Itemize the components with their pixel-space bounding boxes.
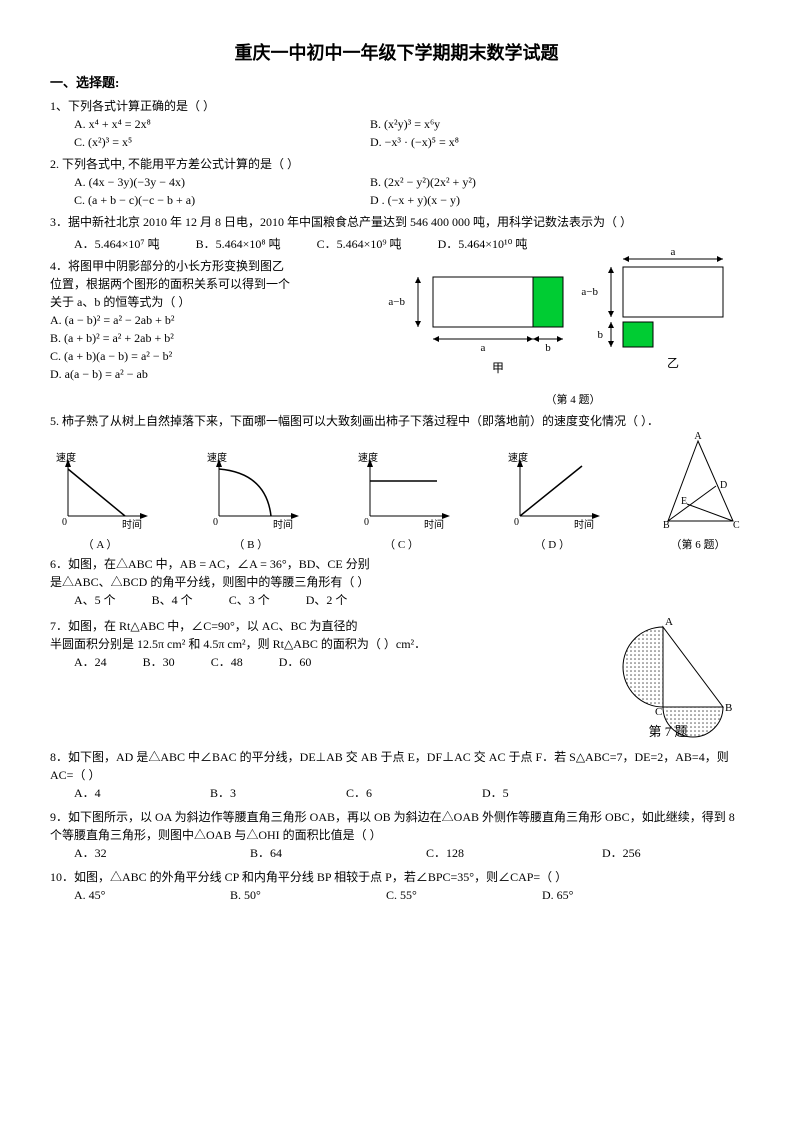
q9-opt-b: B．64 <box>250 844 390 862</box>
svg-text:C: C <box>733 520 740 531</box>
svg-text:A: A <box>694 431 702 442</box>
q9-opt-d: D．256 <box>602 844 641 862</box>
question-4: 4．将图甲中阴影部分的小长方形变换到图乙 位置，根据两个图形的面积关系可以得到一… <box>50 257 743 409</box>
q5-graph-a: 速度 0 时间 （ A ） <box>50 451 150 553</box>
q8-opt-d: D．5 <box>482 784 509 802</box>
svg-text:a−b: a−b <box>581 286 598 298</box>
q3-opt-d: D．5.464×10¹⁰ 吨 <box>438 235 528 253</box>
q6-opt-c: C、3 个 <box>229 591 270 609</box>
question-7: 7．如图，在 Rt△ABC 中，∠C=90°，以 AC、BC 为直径的 半圆面积… <box>50 617 743 742</box>
svg-text:a: a <box>671 246 676 258</box>
svg-text:时间: 时间 <box>122 518 142 531</box>
q5-graph-d: 速度 0 时间 （ D ） <box>502 451 602 553</box>
question-10: 10．如图，△ABC 的外角平分线 CP 和内角平分线 BP 相较于点 P，若∠… <box>50 868 743 904</box>
q5-graph-c: 速度 0 时间 （ C ） <box>352 451 452 553</box>
svg-text:速度: 速度 <box>207 451 227 464</box>
svg-text:E: E <box>681 496 687 507</box>
svg-text:a−b: a−b <box>388 296 405 308</box>
q6-opt-a: A、5 个 <box>74 591 116 609</box>
q8-stem: 8．如下图，AD 是△ABC 中∠BAC 的平分线，DE⊥AB 交 AB 于点 … <box>50 748 743 784</box>
q7-opt-a: A．24 <box>74 653 107 671</box>
q9-opt-a: A．32 <box>74 844 214 862</box>
question-9: 9．如下图所示，以 OA 为斜边作等腰直角三角形 OAB，再以 OB 为斜边在△… <box>50 808 743 862</box>
q5-stem: 5. 柿子熟了从树上自然掉落下来，下面哪一幅图可以大致刻画出柿子下落过程中（即落… <box>50 412 743 430</box>
q2-opt-d: D . (−x + y)(x − y) <box>370 191 460 209</box>
svg-text:0: 0 <box>364 517 369 528</box>
svg-text:乙: 乙 <box>667 356 679 370</box>
question-8: 8．如下图，AD 是△ABC 中∠BAC 的平分线，DE⊥AB 交 AB 于点 … <box>50 748 743 802</box>
q4-caption: （第 4 题） <box>403 392 743 409</box>
svg-text:0: 0 <box>514 517 519 528</box>
q10-stem: 10．如图，△ABC 的外角平分线 CP 和内角平分线 BP 相较于点 P，若∠… <box>50 868 743 886</box>
q1-opt-a: A. x⁴ + x⁴ = 2x⁸ <box>74 115 334 133</box>
svg-text:a: a <box>481 342 486 354</box>
q4-opt-d: D. a(a − b) = a² − ab <box>50 365 370 383</box>
q1-opt-c: C. (x²)³ = x⁵ <box>74 133 334 151</box>
question-3: 3．据中新社北京 2010 年 12 月 8 日电，2010 年中国粮食总产量达… <box>50 213 743 253</box>
q2-opt-b: B. (2x² − y²)(2x² + y²) <box>370 173 476 191</box>
q7-line1: 7．如图，在 Rt△ABC 中，∠C=90°，以 AC、BC 为直径的 <box>50 617 480 635</box>
q7-figure: A B C 第 7 题 <box>593 617 743 742</box>
q3-opt-c: C．5.464×10⁹ 吨 <box>317 235 402 253</box>
q4-line2: 位置，根据两个图形的面积关系可以得到一个 <box>50 275 370 293</box>
q2-opt-c: C. (a + b − c)(−c − b + a) <box>74 191 334 209</box>
question-2: 2. 下列各式中, 不能用平方差公式计算的是（ ） A. (4x − 3y)(−… <box>50 155 743 209</box>
q10-opt-b: B. 50° <box>230 886 350 904</box>
q4-opt-c: C. (a + b)(a − b) = a² − b² <box>50 347 370 365</box>
svg-text:时间: 时间 <box>424 518 444 531</box>
q1-stem: 1、下列各式计算正确的是（ ） <box>50 97 743 115</box>
q8-opt-a: A．4 <box>74 784 174 802</box>
svg-text:b: b <box>545 342 551 354</box>
q6-line2: 是△ABC、△BCD 的角平分线，则图中的等腰三角形有（ ） <box>50 573 743 591</box>
q8-opt-b: B．3 <box>210 784 310 802</box>
q4-line1: 4．将图甲中阴影部分的小长方形变换到图乙 <box>50 257 370 275</box>
q3-stem: 3．据中新社北京 2010 年 12 月 8 日电，2010 年中国粮食总产量达… <box>50 213 743 231</box>
q5-graph-b: 速度 0 时间 （ B ） <box>201 451 301 553</box>
section-heading: 一、选择题: <box>50 73 743 93</box>
q7-opt-b: B．30 <box>143 653 175 671</box>
q9-opt-c: C．128 <box>426 844 566 862</box>
svg-text:0: 0 <box>62 517 67 528</box>
q7-opt-c: C．48 <box>211 653 243 671</box>
q4-opt-a: A. (a − b)² = a² − 2ab + b² <box>50 311 370 329</box>
svg-text:速度: 速度 <box>508 451 528 464</box>
q6-opt-d: D、2 个 <box>306 591 348 609</box>
q8-opt-c: C．6 <box>346 784 446 802</box>
q1-opt-b: B. (x²y)³ = x⁶y <box>370 115 440 133</box>
q2-stem: 2. 下列各式中, 不能用平方差公式计算的是（ ） <box>50 155 743 173</box>
q7-opt-d: D．60 <box>279 653 312 671</box>
q6-line1: 6．如图，在△ABC 中，AB = AC，∠A = 36°，BD、CE 分别 <box>50 555 743 573</box>
q2-opt-a: A. (4x − 3y)(−3y − 4x) <box>74 173 334 191</box>
question-5: 5. 柿子熟了从树上自然掉落下来，下面哪一幅图可以大致刻画出柿子下落过程中（即落… <box>50 412 743 553</box>
svg-text:B: B <box>725 702 732 714</box>
q6-opt-b: B、4 个 <box>152 591 193 609</box>
q9-stem: 9．如下图所示，以 OA 为斜边作等腰直角三角形 OAB，再以 OB 为斜边在△… <box>50 808 743 844</box>
q4-figure: a−b a b 甲 a <box>403 257 743 409</box>
svg-text:时间: 时间 <box>574 518 594 531</box>
svg-text:D: D <box>720 480 727 491</box>
q10-opt-c: C. 55° <box>386 886 506 904</box>
q3-opt-b: B．5.464×10⁸ 吨 <box>196 235 281 253</box>
q10-opt-d: D. 65° <box>542 886 573 904</box>
svg-text:速度: 速度 <box>358 451 378 464</box>
svg-text:B: B <box>663 520 670 531</box>
question-6: 6．如图，在△ABC 中，AB = AC，∠A = 36°，BD、CE 分别 是… <box>50 555 743 609</box>
q7-line2: 半圆面积分别是 12.5π cm² 和 4.5π cm²，则 Rt△ABC 的面… <box>50 635 480 653</box>
q3-opt-a: A．5.464×10⁷ 吨 <box>74 235 160 253</box>
svg-text:0: 0 <box>213 517 218 528</box>
svg-text:A: A <box>665 616 673 628</box>
q4-opt-b: B. (a + b)² = a² + 2ab + b² <box>50 329 370 347</box>
svg-text:时间: 时间 <box>273 518 293 531</box>
q1-opt-d: D. −x³ · (−x)⁵ = x⁸ <box>370 133 459 151</box>
svg-text:甲: 甲 <box>492 361 504 375</box>
q10-opt-a: A. 45° <box>74 886 194 904</box>
question-1: 1、下列各式计算正确的是（ ） A. x⁴ + x⁴ = 2x⁸ B. (x²y… <box>50 97 743 151</box>
svg-text:b: b <box>598 329 604 341</box>
page-title: 重庆一中初中一年级下学期期末数学试题 <box>50 40 743 67</box>
svg-text:速度: 速度 <box>56 451 76 464</box>
q6-figure: A B C D E （第 6 题） <box>653 436 743 553</box>
q4-line3: 关于 a、b 的恒等式为（ ） <box>50 293 370 311</box>
svg-text:C: C <box>655 706 662 718</box>
